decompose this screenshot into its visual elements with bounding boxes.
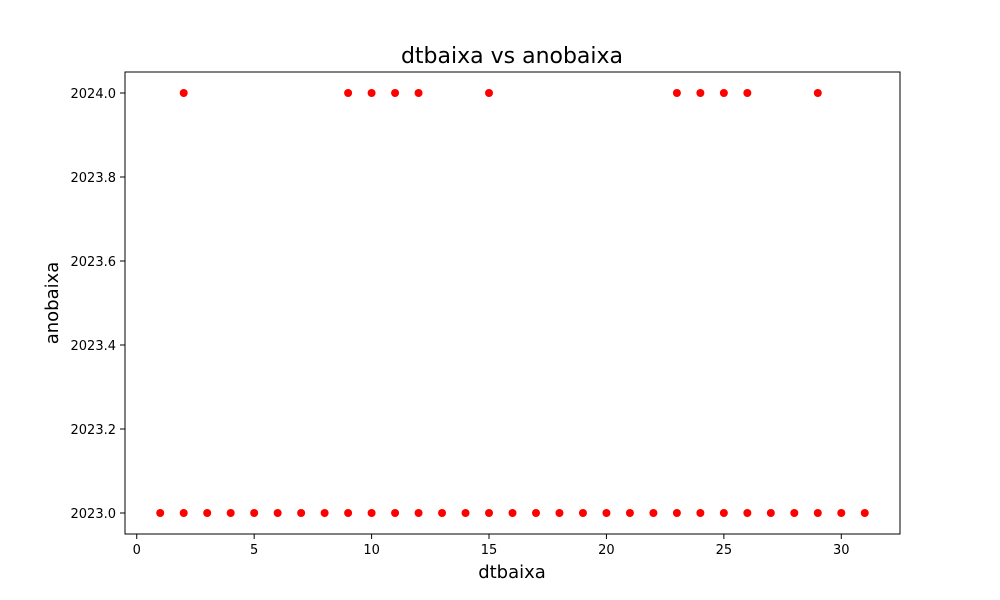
data-point xyxy=(320,509,329,517)
y-tick-label: 2023.4 xyxy=(71,339,117,354)
data-point xyxy=(860,509,869,517)
data-point xyxy=(672,89,681,97)
data-point xyxy=(391,89,400,97)
data-point xyxy=(179,89,188,97)
y-tick-label: 2023.8 xyxy=(71,171,117,186)
data-point xyxy=(837,509,846,517)
data-point xyxy=(766,509,775,517)
data-point xyxy=(344,89,353,97)
x-tick-label: 5 xyxy=(250,543,258,558)
y-tick-label: 2023.6 xyxy=(71,255,117,270)
data-points xyxy=(156,89,869,517)
data-point xyxy=(813,509,822,517)
data-point xyxy=(649,509,658,517)
data-point xyxy=(344,509,353,517)
data-point xyxy=(179,509,188,517)
data-point xyxy=(813,89,822,97)
data-point xyxy=(438,509,447,517)
x-tick-label: 10 xyxy=(363,543,380,558)
data-point xyxy=(414,89,423,97)
data-point xyxy=(273,509,282,517)
y-tick-label: 2023.0 xyxy=(71,507,117,522)
data-point xyxy=(414,509,423,517)
data-point xyxy=(485,89,494,97)
y-axis: 2023.0 2023.2 2023.4 2023.6 2023.8 2024.0 xyxy=(71,87,125,522)
data-point xyxy=(625,509,634,517)
data-point xyxy=(743,509,752,517)
x-tick-label: 20 xyxy=(598,543,615,558)
data-point xyxy=(391,509,400,517)
y-axis-label: anobaixa xyxy=(42,262,63,345)
data-point xyxy=(367,89,376,97)
data-point xyxy=(461,509,470,517)
data-point xyxy=(696,509,705,517)
plot-area xyxy=(124,71,901,535)
data-point xyxy=(367,509,376,517)
x-tick-label: 25 xyxy=(716,543,733,558)
data-point xyxy=(297,509,306,517)
data-point xyxy=(696,89,705,97)
chart-title: dtbaixa vs anobaixa xyxy=(401,44,623,69)
data-point xyxy=(508,509,517,517)
x-tick-label: 30 xyxy=(833,543,850,558)
data-point xyxy=(602,509,611,517)
data-point xyxy=(531,509,540,517)
data-point xyxy=(743,89,752,97)
x-tick-label: 0 xyxy=(133,543,141,558)
y-tick-label: 2023.2 xyxy=(71,423,117,438)
x-axis: 0 5 10 15 20 25 30 xyxy=(133,534,850,558)
data-point xyxy=(203,509,212,517)
data-point xyxy=(578,509,587,517)
data-point xyxy=(672,509,681,517)
x-tick-label: 15 xyxy=(481,543,498,558)
data-point xyxy=(719,89,728,97)
data-point xyxy=(555,509,564,517)
data-point xyxy=(156,509,165,517)
x-axis-label: dtbaixa xyxy=(478,562,546,583)
data-point xyxy=(485,509,494,517)
data-point xyxy=(226,509,235,517)
data-point xyxy=(790,509,799,517)
data-point xyxy=(719,509,728,517)
data-point xyxy=(250,509,259,517)
y-tick-label: 2024.0 xyxy=(71,87,117,102)
